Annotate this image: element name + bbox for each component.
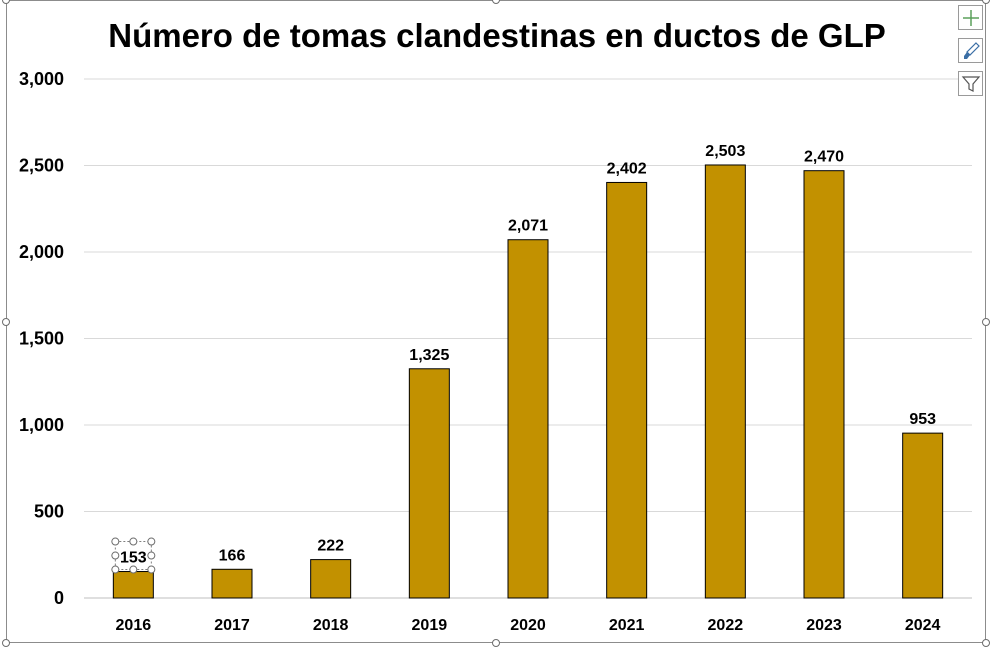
x-tick-label: 2018 (313, 617, 349, 634)
x-tick-label: 2021 (609, 617, 645, 634)
x-tick-label: 2024 (905, 617, 941, 634)
x-tick-label: 2017 (214, 617, 250, 634)
data-label-selection-handle[interactable] (147, 537, 156, 546)
bar-2024[interactable] (902, 432, 944, 599)
data-label-2019[interactable]: 1,325 (409, 347, 449, 364)
data-label-selection-handle[interactable] (147, 565, 156, 574)
resize-handle-middle-right[interactable] (982, 318, 990, 326)
paintbrush-icon (963, 41, 980, 59)
x-tick-label: 2020 (510, 617, 546, 634)
data-label-selection-handle[interactable] (129, 565, 138, 574)
resize-handle-bottom-right[interactable] (982, 639, 990, 647)
filter-icon (961, 75, 980, 92)
data-label-2016[interactable]: 153 (120, 550, 147, 567)
bar-2017[interactable] (211, 568, 253, 599)
bar-2021[interactable] (606, 181, 648, 599)
bar-2023[interactable] (803, 170, 845, 599)
y-tick-label: 0 (54, 588, 64, 608)
chart-title: Número de tomas clandestinas en ductos d… (108, 17, 886, 54)
x-tick-label: 2016 (116, 617, 152, 634)
chart-filters-button[interactable] (958, 71, 983, 96)
y-tick-label: 1,000 (19, 415, 64, 435)
y-tick-label: 2,000 (19, 242, 64, 262)
resize-handle-bottom-left[interactable] (2, 639, 10, 647)
data-label-selection-handle[interactable] (111, 551, 120, 560)
data-label-2021[interactable]: 2,402 (607, 160, 647, 177)
data-label-2023[interactable]: 2,470 (804, 149, 844, 166)
data-label-2017[interactable]: 166 (219, 547, 246, 564)
resize-handle-bottom-center[interactable] (492, 639, 500, 647)
bar-2018[interactable] (310, 559, 352, 599)
data-label-2024[interactable]: 953 (909, 411, 936, 428)
x-tick-label: 2019 (412, 617, 448, 634)
data-label-selection-handle[interactable] (147, 551, 156, 560)
bar-2016[interactable] (112, 571, 154, 599)
y-tick-label: 3,000 (19, 69, 64, 89)
chart-elements-button[interactable] (958, 5, 983, 30)
bar-2022[interactable] (704, 164, 746, 599)
bar-2019[interactable] (408, 368, 450, 599)
y-tick-label: 1,500 (19, 329, 64, 349)
chart-styles-button[interactable] (958, 38, 983, 63)
x-tick-label: 2022 (708, 617, 744, 634)
data-label-selection-handle[interactable] (111, 565, 120, 574)
x-tick-label: 2023 (806, 617, 842, 634)
plus-icon (962, 9, 979, 26)
y-tick-label: 500 (34, 502, 64, 522)
data-label-2018[interactable]: 222 (317, 538, 344, 555)
bar-2020[interactable] (507, 239, 549, 599)
data-label-2020[interactable]: 2,071 (508, 218, 548, 235)
resize-handle-middle-left[interactable] (2, 318, 10, 326)
y-tick-label: 2,500 (19, 156, 64, 176)
data-label-2022[interactable]: 2,503 (705, 143, 745, 160)
data-label-selection-handle[interactable] (111, 537, 120, 546)
data-label-selection-handle[interactable] (129, 537, 138, 546)
